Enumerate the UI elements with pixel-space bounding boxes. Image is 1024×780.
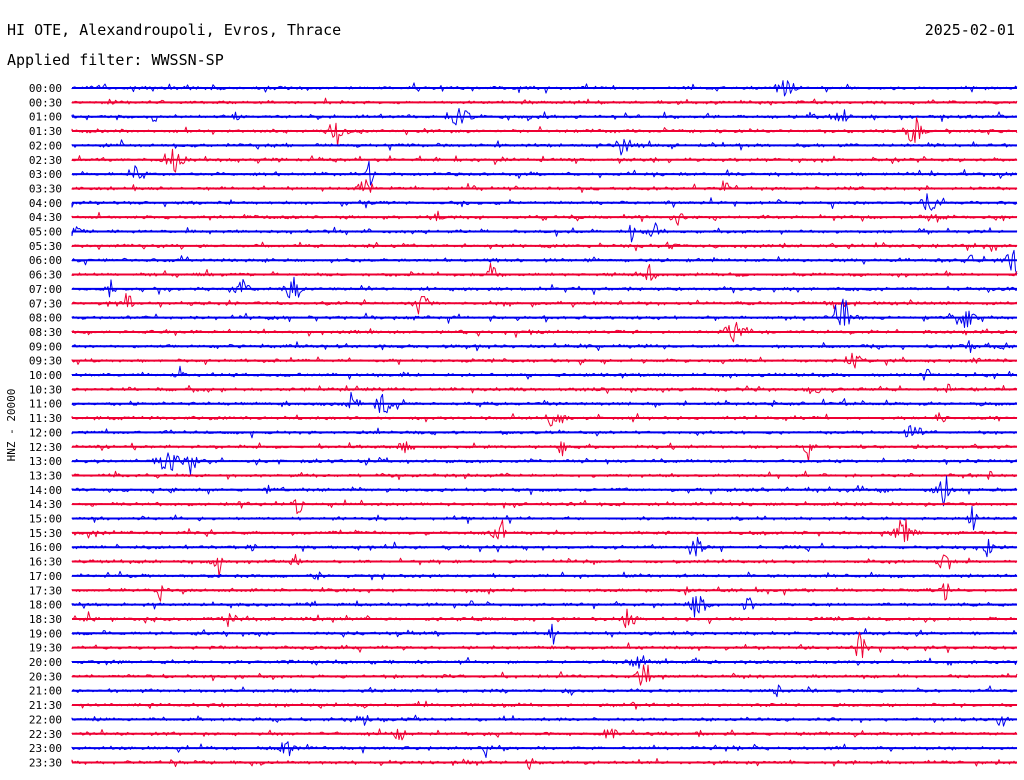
row-time-label: 03:30 bbox=[29, 182, 62, 195]
trace-row bbox=[71, 583, 1018, 602]
filter-label: Applied filter: bbox=[7, 51, 143, 69]
row-time-label: 01:00 bbox=[29, 111, 62, 124]
plot-date: 2025-02-01 bbox=[924, 21, 1015, 39]
row-time-label: 11:00 bbox=[29, 398, 62, 411]
row-time-label: 04:30 bbox=[29, 211, 62, 224]
row-time-label: 12:30 bbox=[29, 441, 62, 454]
row-time-label: 02:30 bbox=[29, 154, 62, 167]
row-time-label: 17:00 bbox=[29, 570, 62, 583]
trace-row bbox=[71, 596, 1018, 618]
row-time-label: 03:00 bbox=[29, 168, 62, 181]
row-time-label: 13:00 bbox=[29, 455, 62, 468]
row-time-label: 01:30 bbox=[29, 125, 62, 138]
row-time-label: 04:00 bbox=[29, 197, 62, 210]
row-time-label: 12:00 bbox=[29, 426, 62, 439]
trace-row bbox=[71, 741, 1018, 758]
y-axis-label: HNZ - 20000 bbox=[5, 389, 18, 462]
row-time-label: 15:00 bbox=[29, 513, 62, 526]
trace-row bbox=[71, 138, 1018, 156]
trace-row bbox=[71, 262, 1018, 281]
row-time-label: 14:30 bbox=[29, 498, 62, 511]
trace-row bbox=[71, 553, 1018, 578]
row-time-label: 08:30 bbox=[29, 326, 62, 339]
row-time-label: 10:30 bbox=[29, 383, 62, 396]
trace-row bbox=[71, 179, 1018, 193]
row-time-label: 14:00 bbox=[29, 484, 62, 497]
row-time-label: 19:30 bbox=[29, 642, 62, 655]
row-time-label: 23:30 bbox=[29, 756, 62, 769]
trace-row bbox=[71, 499, 1017, 515]
row-time-label: 10:00 bbox=[29, 369, 62, 382]
row-time-label: 05:00 bbox=[29, 226, 62, 239]
row-time-label: 08:00 bbox=[29, 312, 62, 325]
row-time-label: 11:30 bbox=[29, 412, 62, 425]
trace-row bbox=[71, 276, 1018, 299]
trace-row bbox=[71, 631, 1018, 659]
row-time-label: 07:00 bbox=[29, 283, 62, 296]
trace-row bbox=[71, 475, 1018, 507]
row-time-label: 22:30 bbox=[29, 728, 62, 741]
row-time-label: 23:00 bbox=[29, 742, 62, 755]
trace-row bbox=[71, 365, 1018, 381]
row-time-label: 20:30 bbox=[29, 670, 62, 683]
row-time-label: 09:30 bbox=[29, 355, 62, 368]
row-time-label: 21:30 bbox=[29, 699, 62, 712]
row-time-label: 15:30 bbox=[29, 527, 62, 540]
trace-row bbox=[71, 249, 1018, 275]
filter-line: Applied filter: WWSSN-SP bbox=[7, 51, 224, 69]
row-time-label: 06:00 bbox=[29, 254, 62, 267]
row-time-label: 00:00 bbox=[29, 82, 62, 95]
row-time-label: 09:00 bbox=[29, 340, 62, 353]
trace-row bbox=[71, 452, 1018, 475]
row-time-label: 05:30 bbox=[29, 240, 62, 253]
row-time-label: 18:30 bbox=[29, 613, 62, 626]
trace-row bbox=[71, 391, 1018, 414]
filter-value: WWSSN-SP bbox=[151, 51, 224, 69]
trace-row bbox=[71, 441, 1017, 462]
row-time-label: 16:00 bbox=[29, 541, 62, 554]
row-time-label: 19:00 bbox=[29, 627, 62, 640]
row-time-label: 16:30 bbox=[29, 556, 62, 569]
trace-row bbox=[71, 518, 1018, 543]
trace-row bbox=[71, 664, 1018, 686]
row-time-label: 06:30 bbox=[29, 269, 62, 282]
trace-row bbox=[71, 714, 1018, 727]
row-time-label: 18:00 bbox=[29, 599, 62, 612]
row-time-label: 22:00 bbox=[29, 713, 62, 726]
row-time-label: 20:00 bbox=[29, 656, 62, 669]
row-time-label: 00:30 bbox=[29, 96, 62, 109]
station-title: HI OTE, Alexandroupoli, Evros, Thrace bbox=[7, 21, 342, 39]
trace-row bbox=[71, 758, 1018, 770]
row-time-label: 13:30 bbox=[29, 469, 62, 482]
row-time-label: 21:00 bbox=[29, 685, 62, 698]
row-time-label: 02:00 bbox=[29, 139, 62, 152]
row-time-label: 17:30 bbox=[29, 584, 62, 597]
row-time-label: 07:30 bbox=[29, 297, 62, 310]
trace-row bbox=[71, 412, 1018, 427]
